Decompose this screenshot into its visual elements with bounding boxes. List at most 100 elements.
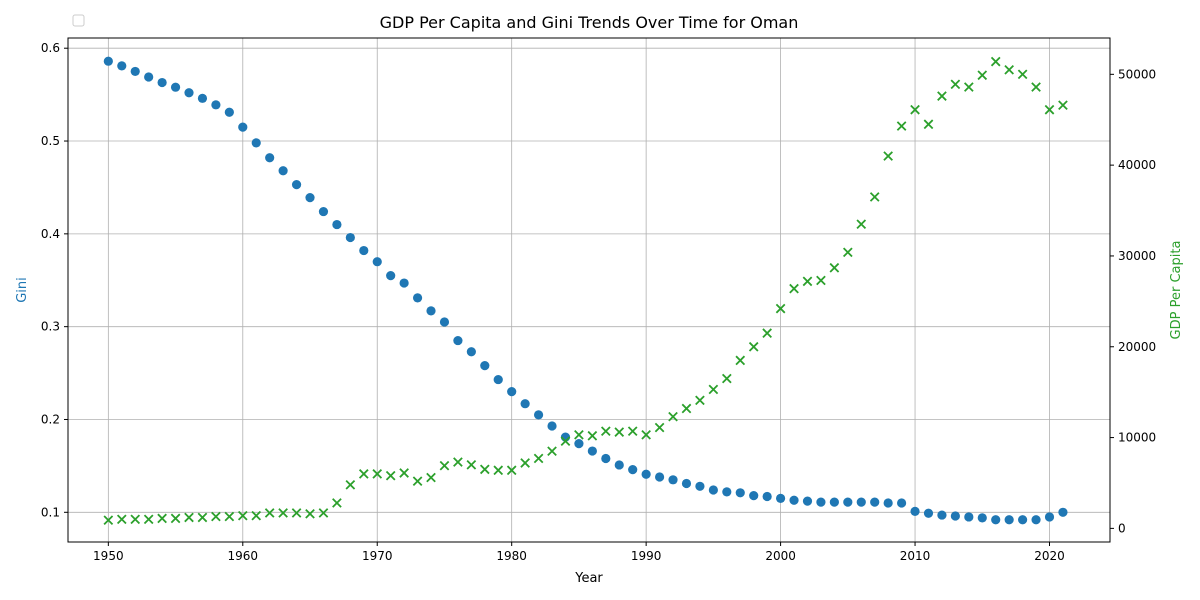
gdp-point [963, 82, 974, 92]
gini-point [103, 56, 113, 66]
gini-point [466, 347, 476, 357]
gdp-point [937, 91, 947, 101]
gini-point [950, 511, 960, 521]
gini-point [654, 472, 665, 482]
gini-point [170, 82, 181, 92]
gini-point [923, 508, 934, 518]
gdp-point [600, 426, 611, 437]
x-tick-label: 1960 [228, 549, 259, 563]
gdp-point [950, 79, 961, 90]
gdp-point [453, 457, 463, 467]
gini-point [977, 513, 987, 523]
gdp-point [211, 511, 221, 522]
gini-point [601, 453, 611, 464]
gini-point [641, 469, 651, 479]
gdp-point [520, 458, 530, 468]
gini-point [386, 271, 396, 281]
right-axis-label: GDP Per Capita [1169, 241, 1184, 340]
gini-point [910, 506, 920, 516]
x-tick-label: 2000 [765, 549, 796, 563]
gdp-point [627, 426, 638, 437]
gini-point [211, 100, 221, 110]
gini-point [628, 465, 638, 475]
gini-point [964, 512, 974, 522]
left-tick-label: 0.1 [41, 505, 60, 519]
gdp-point [479, 464, 490, 475]
gini-point [359, 245, 369, 256]
gdp-point [116, 514, 127, 525]
gdp-point [157, 513, 167, 524]
gini-point [224, 107, 234, 117]
gdp-point [641, 430, 651, 440]
gdp-point [990, 56, 1001, 67]
gdp-point [372, 469, 383, 479]
gdp-point [560, 436, 571, 447]
gdp-point [574, 430, 584, 440]
gdp-point [237, 510, 248, 521]
series-gdp [103, 56, 1068, 526]
gini-point [399, 278, 409, 288]
x-tick-label: 1980 [496, 549, 527, 563]
gdp-point [345, 479, 356, 490]
x-tick-label: 2010 [900, 549, 931, 563]
gini-point [1058, 507, 1068, 517]
gdp-point [332, 498, 342, 508]
right-tick-label: 10000 [1118, 431, 1156, 445]
gdp-point [385, 470, 396, 481]
gdp-point [224, 511, 235, 522]
gdp-point [695, 395, 705, 406]
gdp-point [883, 151, 893, 161]
gini-point [372, 257, 382, 267]
gini-point [533, 410, 544, 420]
gini-point [291, 180, 302, 190]
gini-point [681, 478, 692, 489]
gdp-point [762, 328, 772, 338]
gini-point [789, 495, 799, 505]
gini-point [574, 439, 584, 449]
gini-point [991, 515, 1001, 525]
gdp-point [748, 341, 759, 352]
x-axis-ticks: 1950 1960 1970 1980 1990 2000 2010 2020 [93, 542, 1065, 563]
gini-point [587, 446, 597, 456]
plot-frame [67, 37, 1111, 543]
gdp-point [143, 514, 154, 525]
gdp-point [170, 513, 181, 524]
gini-point [695, 481, 705, 491]
series-gini [103, 56, 1068, 525]
x-tick-label: 1990 [631, 549, 662, 563]
gdp-point [1058, 100, 1068, 111]
gdp-point [708, 384, 719, 395]
gdp-point [533, 453, 544, 464]
gdp-point [318, 508, 329, 518]
gdp-point [399, 468, 409, 478]
gdp-point [130, 514, 141, 525]
gdp-point [896, 121, 907, 131]
gini-point [735, 488, 745, 498]
gdp-point [910, 104, 920, 115]
gdp-point [1044, 104, 1055, 115]
gini-point [130, 66, 140, 77]
gdp-point [291, 508, 302, 518]
gini-point [1004, 515, 1014, 525]
chart-title: GDP Per Capita and Gini Trends Over Time… [380, 13, 799, 32]
x-tick-label: 2020 [1034, 549, 1065, 563]
gini-point [883, 498, 893, 508]
gdp-point [251, 510, 262, 521]
gdp-point [668, 411, 678, 422]
gini-point [547, 421, 557, 431]
gdp-point [439, 460, 450, 471]
x-tick-label: 1970 [362, 549, 393, 563]
gini-point [265, 153, 275, 163]
gini-point [816, 497, 826, 507]
grid-lines [68, 38, 1110, 542]
gini-point [520, 399, 530, 409]
gini-point [412, 293, 423, 303]
gdp-point [1004, 64, 1014, 75]
gdp-point [278, 508, 288, 518]
gdp-point [856, 219, 867, 229]
gini-point [332, 219, 342, 230]
gini-point [439, 317, 450, 327]
right-tick-label: 20000 [1118, 340, 1156, 354]
gdp-point [802, 276, 813, 287]
